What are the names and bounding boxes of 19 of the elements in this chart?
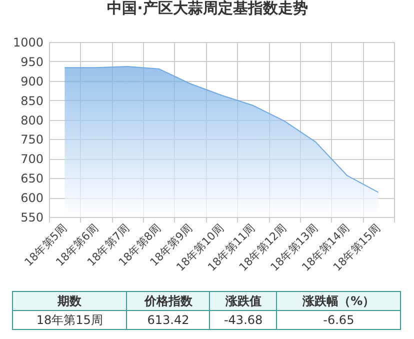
text: 涨跌值 <box>210 292 277 310</box>
y-tick-label: 750 <box>20 132 44 147</box>
y-tick-label: 600 <box>20 191 44 206</box>
y-tick-label: 900 <box>20 74 44 88</box>
text: 期数 <box>12 292 127 310</box>
chart-title: 中国·产区大蒜周定基指数走势 <box>107 0 308 17</box>
y-tick-label: 1000 <box>12 36 44 50</box>
text: -43.68 <box>210 310 277 330</box>
text: 价格指数 <box>126 292 210 310</box>
text: 613.42 <box>126 310 210 330</box>
y-tick-label: 650 <box>20 172 44 186</box>
y-tick-label: 850 <box>20 94 44 108</box>
text: 18年第15周 <box>12 310 127 330</box>
y-tick-label: 800 <box>20 113 44 128</box>
text: -6.65 <box>276 310 400 330</box>
text: 涨跌幅（%） <box>276 292 400 310</box>
y-tick-label: 550 <box>20 210 44 224</box>
y-tick-label: 700 <box>20 152 44 166</box>
y-tick-label: 950 <box>20 54 44 69</box>
